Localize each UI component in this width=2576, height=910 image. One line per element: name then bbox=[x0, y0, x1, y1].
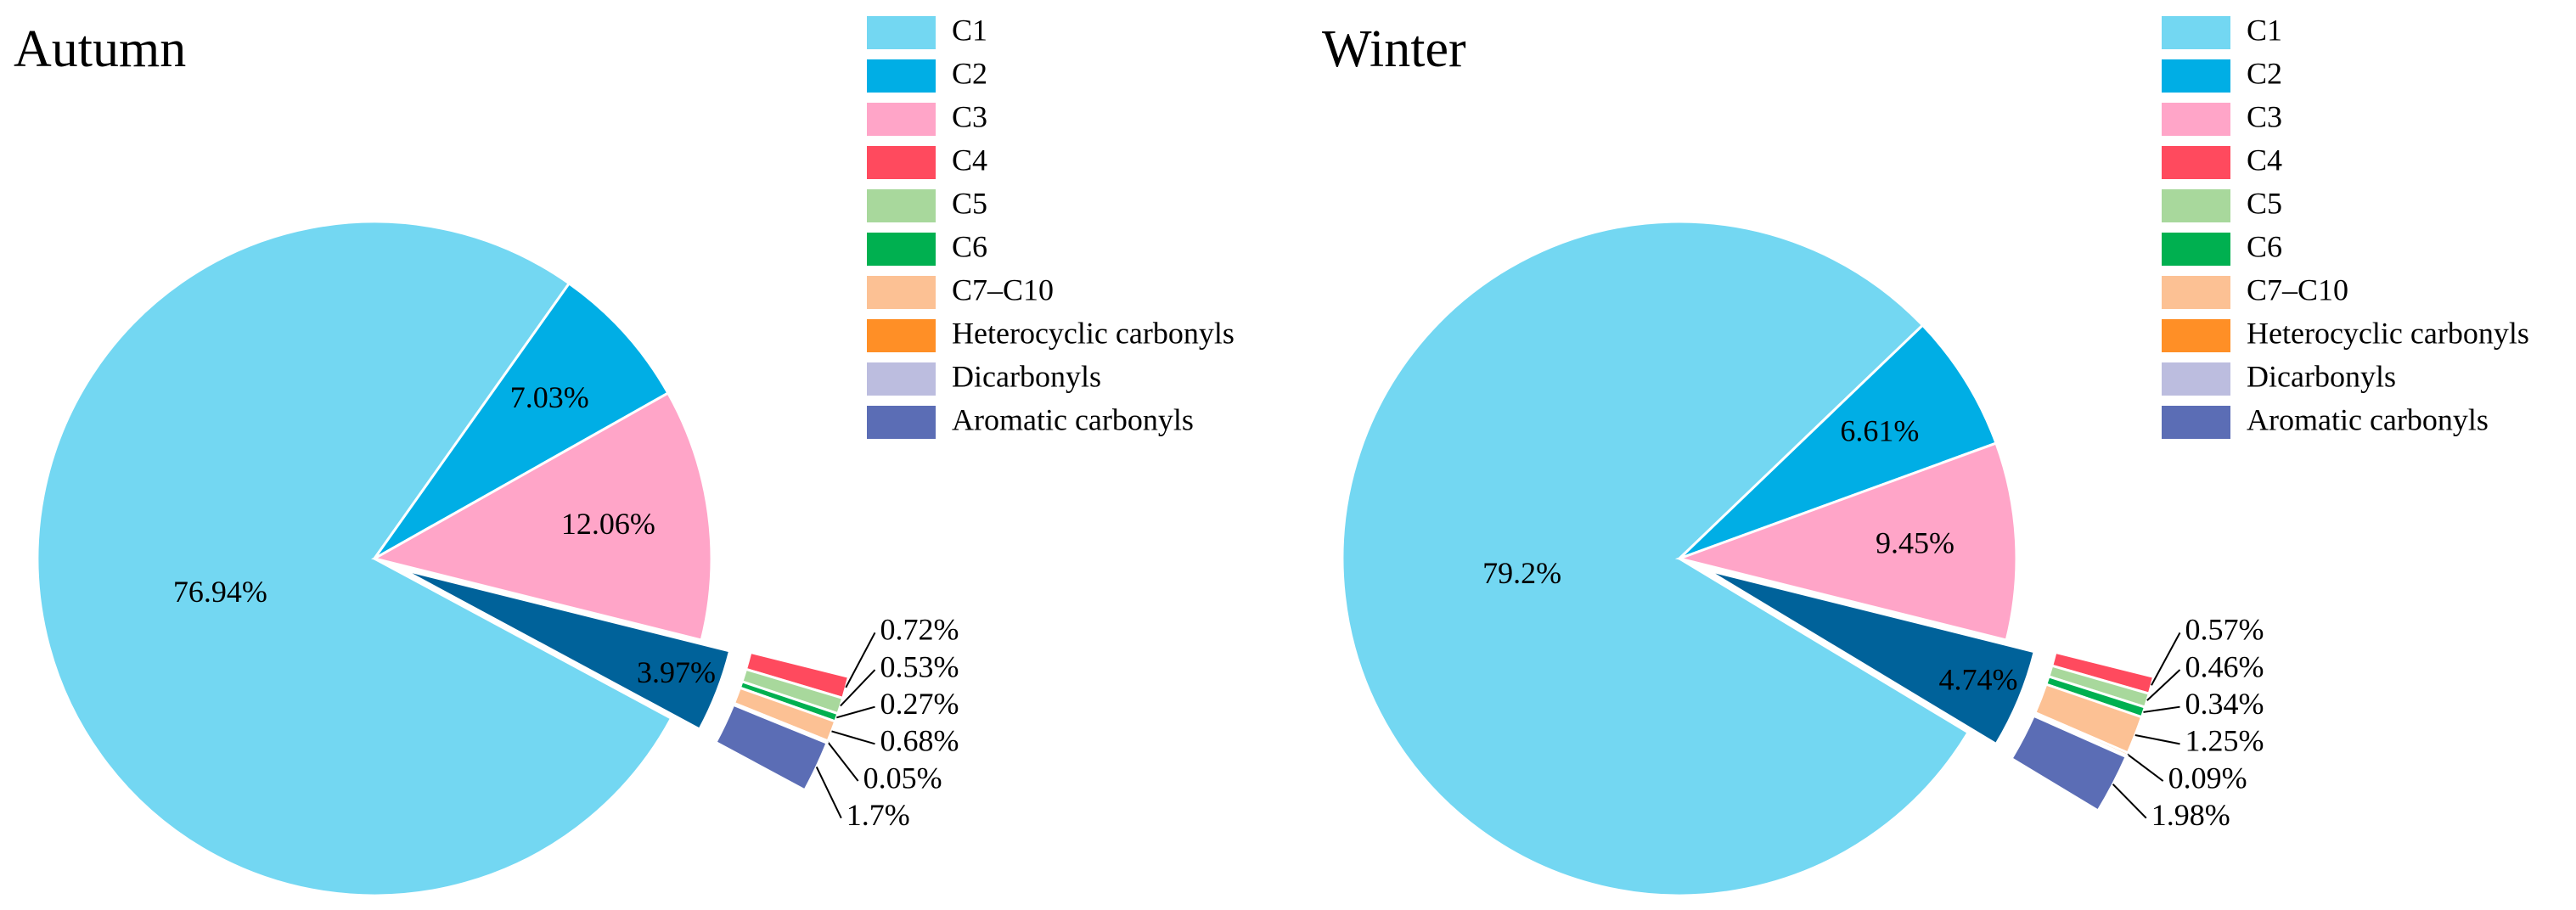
legend-label: Heterocyclic carbonyls bbox=[952, 316, 1235, 350]
chart-title: Autumn bbox=[14, 20, 186, 78]
legend-label: C6 bbox=[952, 229, 987, 263]
pie-slice bbox=[1707, 569, 2037, 746]
slice-label: 76.94% bbox=[173, 575, 267, 609]
slice-label: 0.53% bbox=[880, 649, 959, 683]
legend-label: C4 bbox=[952, 143, 987, 177]
pie-slice bbox=[373, 281, 670, 560]
leader-line bbox=[836, 705, 875, 719]
legend-swatch bbox=[867, 59, 936, 93]
pie-slice bbox=[370, 390, 713, 642]
leader-line bbox=[845, 632, 876, 688]
pie-slice bbox=[1674, 441, 2018, 642]
legend-swatch bbox=[2162, 16, 2230, 49]
leader-line bbox=[826, 741, 859, 782]
legend-swatch bbox=[2162, 189, 2230, 222]
legend-label: Aromatic carbonyls bbox=[952, 402, 1194, 436]
slice-label: 79.2% bbox=[1482, 556, 1561, 590]
slice-label: 0.57% bbox=[2185, 613, 2264, 647]
legend-swatch bbox=[867, 276, 936, 309]
slice-label: 0.05% bbox=[863, 761, 942, 795]
legend-swatch bbox=[2162, 406, 2230, 439]
legend-swatch bbox=[867, 406, 936, 439]
legend-swatch bbox=[867, 16, 936, 49]
slice-label: 1.98% bbox=[2151, 798, 2230, 832]
pie-slice bbox=[1341, 220, 1971, 897]
legend-swatch bbox=[867, 189, 936, 222]
legend-label: Dicarbonyls bbox=[952, 359, 1101, 393]
legend-swatch bbox=[2162, 103, 2230, 136]
slice-label: 4.74% bbox=[1939, 662, 2018, 696]
slice-label: 3.97% bbox=[637, 655, 716, 689]
legend-swatch bbox=[2162, 233, 2230, 266]
pie-slice bbox=[402, 568, 732, 732]
legend-swatch bbox=[867, 362, 936, 396]
pie-slice bbox=[36, 220, 673, 897]
slice-label: 6.61% bbox=[1840, 413, 1919, 447]
legend-swatch bbox=[867, 319, 936, 352]
sub-slice bbox=[2010, 714, 2129, 813]
slice-label: 9.45% bbox=[1876, 526, 1954, 560]
slice-label: 0.27% bbox=[880, 687, 959, 721]
legend-label: C6 bbox=[2247, 229, 2282, 263]
legend-label: C7–C10 bbox=[2247, 272, 2348, 306]
leader-line bbox=[815, 766, 842, 819]
legend-label: C3 bbox=[952, 99, 987, 133]
chart-title: Winter bbox=[1322, 20, 1466, 78]
legend-swatch bbox=[2162, 59, 2230, 93]
legend-label: C5 bbox=[2247, 186, 2282, 220]
leader-line bbox=[2151, 632, 2181, 686]
sub-slice bbox=[713, 703, 830, 792]
leader-line bbox=[2134, 734, 2180, 745]
leader-line bbox=[840, 669, 876, 707]
slice-label: 0.34% bbox=[2185, 687, 2264, 721]
legend-swatch bbox=[867, 103, 936, 136]
legend-swatch bbox=[2162, 362, 2230, 396]
slice-label: 0.72% bbox=[880, 613, 959, 647]
legend-label: Dicarbonyls bbox=[2247, 359, 2396, 393]
legend-swatch bbox=[2162, 276, 2230, 309]
legend-swatch bbox=[867, 233, 936, 266]
legend-label: C7–C10 bbox=[952, 272, 1054, 306]
leader-line bbox=[2143, 705, 2180, 713]
slice-label: 0.46% bbox=[2185, 649, 2264, 683]
slice-label: 7.03% bbox=[510, 380, 589, 414]
slice-label: 12.06% bbox=[561, 507, 655, 541]
legend-label: C3 bbox=[2247, 99, 2282, 133]
legend-label: C2 bbox=[952, 56, 987, 90]
slice-label: 0.09% bbox=[2168, 761, 2247, 795]
legend-swatch bbox=[867, 146, 936, 179]
leader-line bbox=[2146, 669, 2181, 701]
legend-label: C2 bbox=[2247, 56, 2282, 90]
slice-label: 0.68% bbox=[880, 724, 959, 758]
legend-label: C1 bbox=[952, 13, 987, 47]
legend-swatch bbox=[2162, 146, 2230, 179]
legend-label: Aromatic carbonyls bbox=[2247, 402, 2489, 436]
leader-line bbox=[831, 730, 875, 745]
legend-label: Heterocyclic carbonyls bbox=[2247, 316, 2529, 350]
leader-line bbox=[2126, 753, 2164, 782]
legend-label: C1 bbox=[2247, 13, 2282, 47]
legend-swatch bbox=[2162, 319, 2230, 352]
slice-label: 1.7% bbox=[846, 798, 910, 832]
leader-line bbox=[2112, 784, 2147, 819]
slice-label: 1.25% bbox=[2185, 724, 2264, 758]
legend-label: C4 bbox=[2247, 143, 2282, 177]
pie-slice bbox=[1678, 323, 1998, 560]
legend-label: C5 bbox=[952, 186, 987, 220]
